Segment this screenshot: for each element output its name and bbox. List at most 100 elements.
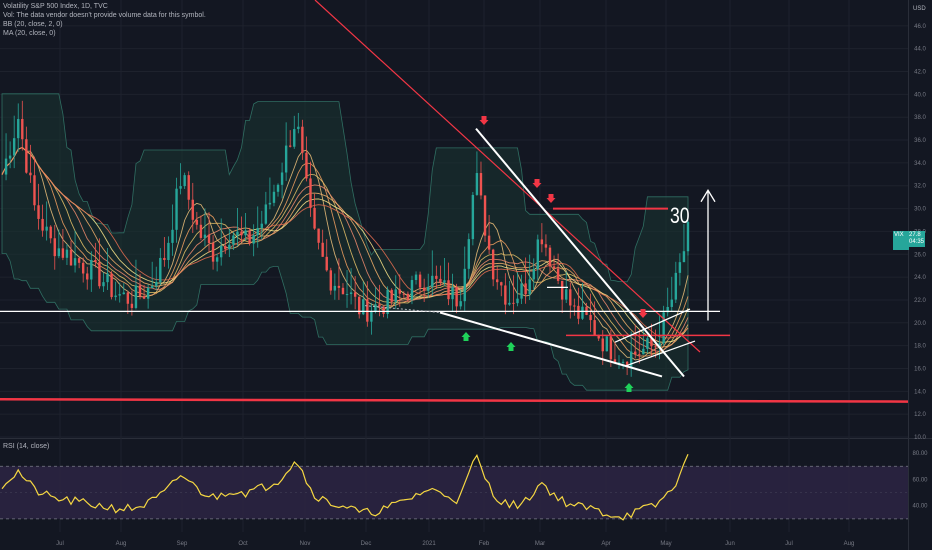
price-tick-label: 24.0 xyxy=(914,275,926,281)
candle xyxy=(560,280,564,314)
candle xyxy=(341,283,345,295)
candle xyxy=(427,273,430,298)
candle-body xyxy=(398,289,401,294)
candle xyxy=(516,272,519,307)
candle-body xyxy=(528,279,531,295)
time-axis[interactable]: Jul Aug Sep Oct Nov Dec 2021 Feb Mar Apr May Jun Jul… xyxy=(56,541,854,547)
bb-indicator-label[interactable]: BB (20, close, 2, 0) xyxy=(3,21,63,28)
candle-body xyxy=(69,249,73,266)
candle xyxy=(53,224,56,270)
price-axis[interactable]: 46.044.042.040.038.036.034.032.030.028.0… xyxy=(912,24,928,510)
candle xyxy=(276,183,280,197)
candle xyxy=(203,208,207,247)
rsi-indicator-label[interactable]: RSI (14, close) xyxy=(3,443,50,450)
candle xyxy=(581,282,584,321)
candle xyxy=(110,271,113,300)
candle xyxy=(410,275,414,305)
candle-body xyxy=(678,262,682,273)
candle-body xyxy=(232,235,235,245)
candle xyxy=(207,212,211,253)
time-tick-label: 2021 xyxy=(422,541,436,547)
candle-body xyxy=(134,285,138,308)
candle-body xyxy=(382,306,385,314)
candle xyxy=(496,266,499,290)
candle-body xyxy=(240,231,243,236)
candle-body xyxy=(272,191,276,203)
candle-body xyxy=(418,274,422,288)
candle-body xyxy=(33,175,36,206)
candle-body xyxy=(658,343,661,348)
flag-upper xyxy=(614,308,691,343)
candle-body xyxy=(284,145,288,173)
candle-body xyxy=(65,249,69,258)
candle-body xyxy=(386,289,389,314)
time-tick-label: Oct xyxy=(238,541,248,547)
candle xyxy=(353,276,357,310)
candle-body xyxy=(443,280,446,283)
candle-body xyxy=(260,223,263,228)
candle-body xyxy=(252,235,255,244)
candle xyxy=(491,248,495,287)
candle xyxy=(528,254,531,300)
candle-body xyxy=(621,361,625,363)
target-annotation: 30 xyxy=(670,203,690,228)
wedge-upper-line xyxy=(475,127,685,378)
candle xyxy=(374,287,377,314)
candle xyxy=(552,255,556,270)
candle-body xyxy=(504,285,507,305)
candle xyxy=(65,243,69,266)
candle-body xyxy=(61,248,65,258)
candle-body xyxy=(617,362,621,364)
candle xyxy=(86,266,89,290)
candle xyxy=(398,274,401,307)
candle-body xyxy=(276,184,280,192)
candle-body xyxy=(114,295,117,298)
candle-body xyxy=(629,351,633,368)
candle-body xyxy=(487,235,491,250)
candle-body xyxy=(179,186,182,189)
candle-body xyxy=(686,221,690,252)
ma-ribbon-line xyxy=(1,146,689,352)
candle-body xyxy=(77,258,81,263)
candle xyxy=(483,195,487,242)
candle xyxy=(621,359,625,370)
price-tick-label: 22.0 xyxy=(914,298,926,304)
candle xyxy=(45,201,48,241)
candle xyxy=(244,212,247,241)
candle xyxy=(358,296,361,319)
candle-body xyxy=(341,287,345,295)
symbol-title[interactable]: Volatility S&P 500 Index, 1D, TVC xyxy=(3,3,108,10)
candle xyxy=(467,233,471,279)
time-tick-label: May xyxy=(660,541,671,547)
candle-body xyxy=(666,306,669,313)
candle-body xyxy=(345,294,349,296)
ma-indicator-label[interactable]: MA (20, close, 0) xyxy=(3,30,56,37)
candle-body xyxy=(17,118,20,139)
candle xyxy=(305,136,308,182)
candle-body xyxy=(325,256,328,271)
candle-body xyxy=(37,205,40,219)
candle xyxy=(77,257,81,269)
candle xyxy=(49,225,52,244)
price-tick-label: 16.0 xyxy=(914,366,926,372)
candle xyxy=(122,283,125,295)
candle-body xyxy=(4,158,8,175)
trend-drawings xyxy=(0,0,909,403)
rsi-tick-label: 80.00 xyxy=(912,451,928,457)
candle-body xyxy=(491,249,495,280)
candle-body xyxy=(540,239,544,245)
candle xyxy=(17,103,20,152)
candle-body xyxy=(410,280,414,300)
candle xyxy=(98,238,101,289)
candle-body xyxy=(333,285,337,291)
price-tick-label: 38.0 xyxy=(914,115,926,121)
candle-body xyxy=(12,138,16,156)
candle xyxy=(167,236,170,269)
candle xyxy=(418,271,422,294)
candle xyxy=(670,276,673,312)
candle-body xyxy=(264,204,268,224)
candle-body xyxy=(500,282,503,286)
candle xyxy=(678,253,682,286)
price-tick-label: 20.0 xyxy=(914,321,926,327)
